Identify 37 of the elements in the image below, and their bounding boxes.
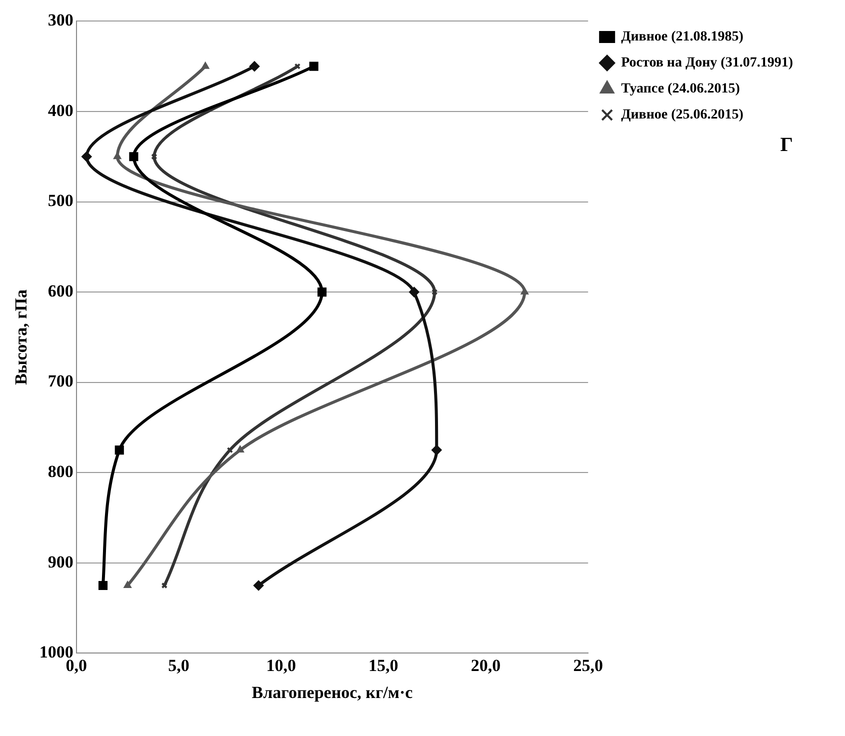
- point: [431, 288, 438, 296]
- point: [114, 446, 124, 455]
- y-tick-label: 500: [48, 191, 74, 210]
- x-tick-label: 25,0: [573, 656, 603, 675]
- legend-label: Ростов на Дону (31.07.1991): [621, 56, 794, 71]
- point: [309, 62, 318, 71]
- y-tick-label: 400: [48, 100, 74, 120]
- text: Г: [780, 134, 793, 156]
- y-tick-label: 600: [48, 281, 74, 300]
- point: [254, 580, 264, 590]
- point: [317, 288, 327, 297]
- y-axis-title: Высота, гПа: [12, 288, 31, 385]
- point: [129, 152, 138, 162]
- y-tick-label: 700: [48, 372, 74, 391]
- point: [409, 287, 420, 298]
- point: [151, 154, 158, 160]
- point: [226, 446, 234, 454]
- x-tick-label: 15,0: [368, 656, 398, 675]
- legend-label: Дивное (21.08.1985): [621, 30, 744, 45]
- y-tick-label: 800: [48, 462, 74, 482]
- point: [114, 152, 121, 160]
- y-tick-label: 900: [48, 552, 74, 572]
- point: [202, 62, 209, 69]
- point: [521, 288, 528, 295]
- point: [98, 580, 108, 590]
- x-tick-label: 20,0: [470, 656, 501, 675]
- point: [124, 581, 132, 588]
- point: [82, 152, 92, 162]
- x-tick-label: 5,0: [168, 656, 190, 675]
- legend-label: Дивное (25.06.2015): [621, 108, 744, 123]
- point: [249, 61, 260, 72]
- x-tick-label: 10,0: [266, 656, 296, 675]
- legend-label: Туапсе (24.06.2015): [621, 82, 740, 97]
- y-tick-label: 300: [48, 10, 74, 30]
- point: [432, 445, 442, 456]
- point: [236, 446, 244, 453]
- x-axis-title: Влагоперенос, кг/м·с: [252, 683, 414, 702]
